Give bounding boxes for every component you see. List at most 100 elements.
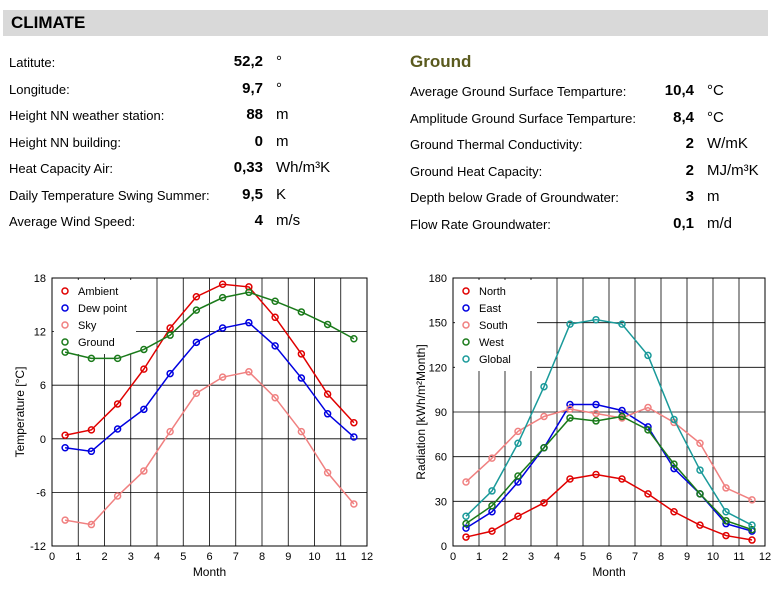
data-point (297, 350, 306, 358)
data-point (61, 516, 69, 524)
legend-marker (462, 287, 470, 295)
x-tick-label: 6 (206, 551, 212, 563)
parameter-row: Average Ground Surface Temparture: 10,4 °C (410, 82, 770, 102)
parameter-label: Longitude: (9, 81, 70, 97)
data-point (271, 342, 279, 350)
data-point (696, 521, 704, 529)
x-axis-label: Month (592, 565, 625, 579)
data-point (140, 365, 148, 373)
y-tick-label: 18 (34, 273, 46, 285)
data-point (297, 374, 306, 382)
x-tick-label: 11 (335, 551, 346, 563)
data-point (514, 512, 522, 520)
data-point (350, 433, 358, 441)
x-tick-label: 2 (101, 551, 107, 563)
y-tick-label: 150 (429, 318, 447, 330)
parameter-value: 0,1 (673, 215, 694, 232)
data-point (696, 490, 704, 498)
y-tick-label: 12 (34, 327, 46, 339)
data-point (113, 492, 122, 500)
data-point (722, 508, 730, 516)
x-tick-label: 11 (733, 551, 744, 563)
series-line (465, 406, 753, 501)
parameter-row: Longitude: 9,7 ° (9, 80, 389, 100)
data-point (113, 425, 122, 433)
data-point (592, 409, 600, 418)
data-point (140, 405, 148, 414)
data-point (271, 393, 279, 402)
data-point (670, 508, 678, 516)
parameter-label: Latitute: (9, 55, 56, 70)
ground-section-title: Ground (410, 52, 472, 71)
data-point (350, 500, 358, 508)
data-point (192, 389, 201, 397)
parameter-value: 9,7 (242, 79, 263, 97)
data-point (218, 324, 227, 332)
parameter-value: 8,4 (673, 108, 694, 126)
data-point (644, 490, 652, 498)
parameter-unit: W/mK (707, 135, 748, 153)
data-point (113, 354, 122, 363)
x-tick-label: 4 (154, 551, 160, 563)
data-point (514, 439, 522, 448)
parameter-unit: m/d (707, 215, 733, 232)
data-point (618, 475, 626, 483)
x-tick-label: 3 (128, 551, 134, 563)
data-point (592, 315, 600, 324)
y-tick-label: -6 (36, 487, 46, 499)
parameter-row: Ground Thermal Conductivity: 2 W/mK (410, 135, 770, 155)
parameter-unit: m (707, 188, 720, 206)
parameter-row: Depth below Grade of Groundwater: 3 m (410, 188, 770, 208)
data-point (566, 400, 574, 409)
legend-label: South (479, 320, 508, 332)
legend-marker (462, 338, 470, 346)
data-point (61, 348, 69, 356)
parameter-unit: m (276, 132, 289, 150)
parameter-value: 2 (685, 161, 694, 179)
parameter-row: Daily Temperature Swing Summer: 9,5 K (9, 186, 389, 206)
legend-label: North (479, 286, 506, 298)
y-tick-label: -12 (30, 541, 46, 553)
x-tick-label: 1 (75, 551, 81, 563)
parameter-value: 52,2 (233, 53, 263, 70)
data-point (462, 512, 470, 520)
legend-label: Global (479, 354, 511, 366)
data-point (462, 478, 470, 486)
parameter-label: Depth below Grade of Groundwater: (410, 190, 619, 206)
y-tick-label: 0 (40, 434, 46, 446)
x-tick-label: 10 (707, 551, 719, 563)
parameter-value: 4 (254, 212, 263, 229)
series-line (465, 318, 753, 526)
parameter-row: Average Wind Speed: 4 m/s (9, 212, 389, 232)
data-point (87, 354, 96, 363)
parameter-label: Flow Rate Groundwater: (410, 217, 551, 232)
x-tick-label: 1 (476, 551, 482, 563)
legend-label: West (479, 337, 504, 349)
x-tick-label: 5 (180, 551, 186, 563)
legend-marker (61, 338, 69, 346)
legend-marker (462, 321, 470, 329)
data-point (61, 443, 69, 452)
data-point (323, 320, 332, 329)
parameter-row: Ground Heat Capacity: 2 MJ/m³K (410, 162, 770, 182)
data-point (722, 516, 730, 525)
series-line (465, 473, 753, 541)
parameter-row: Height NN building: 0 m (9, 133, 389, 153)
page-title: CLIMATE (11, 13, 86, 32)
series-line (64, 291, 355, 360)
parameter-value: 0,33 (233, 159, 263, 176)
data-point (514, 472, 522, 480)
temperature-chart: 0 1 2 3 4 5 6 7 8 9 10 11 12-12-6061218MonthTemperat… (13, 273, 373, 579)
data-point (540, 382, 548, 391)
legend-marker (462, 304, 470, 312)
data-point (722, 531, 730, 540)
data-point (271, 297, 279, 305)
data-point (166, 369, 174, 378)
x-tick-label: 2 (502, 551, 508, 563)
data-point (488, 502, 496, 510)
data-point (87, 426, 96, 434)
x-tick-label: 6 (606, 551, 612, 563)
data-point (87, 447, 96, 456)
x-tick-label: 8 (259, 551, 265, 563)
x-tick-label: 3 (528, 551, 534, 563)
